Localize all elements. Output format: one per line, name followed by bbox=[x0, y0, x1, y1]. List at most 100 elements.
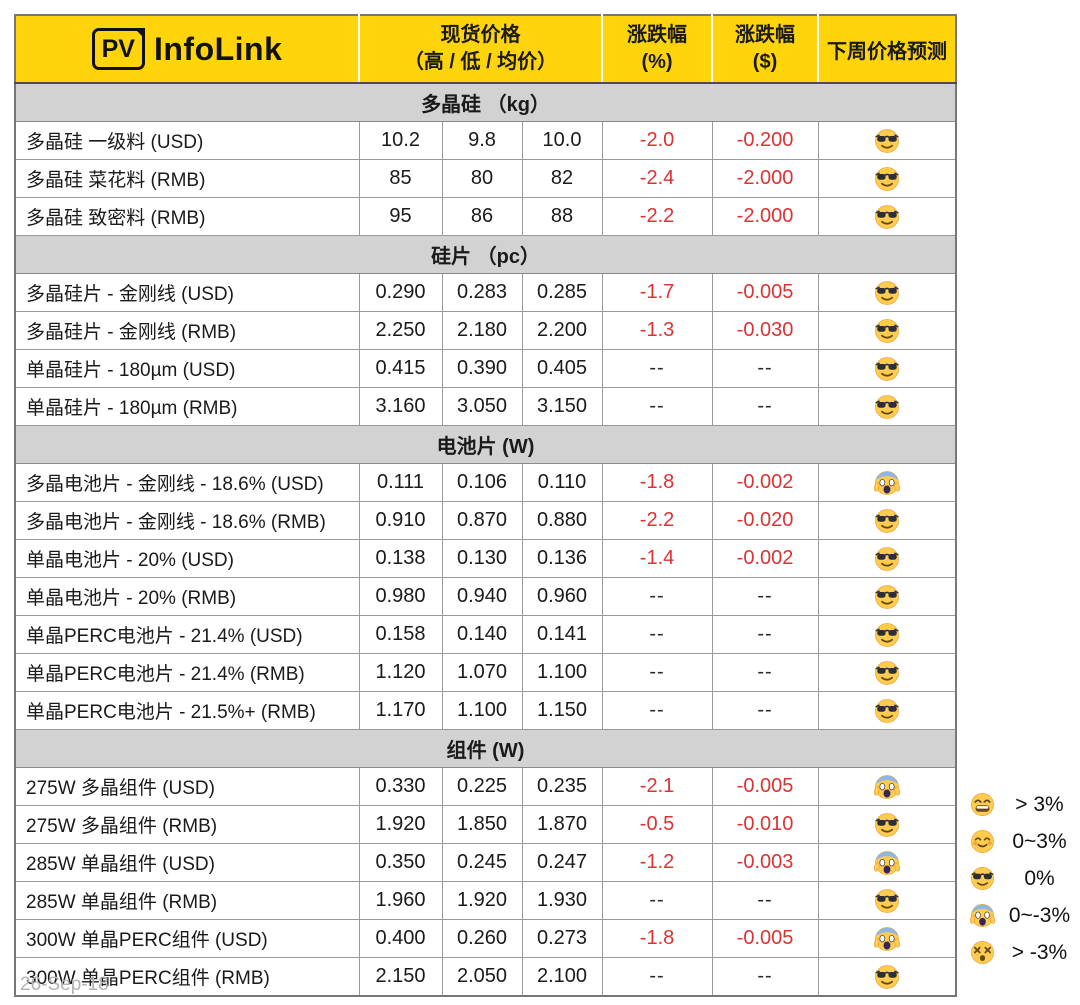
table-row: 275W 多晶组件 (RMB) 1.920 1.850 1.870 -0.5 -0.010 bbox=[14, 805, 957, 844]
price-table: PV InfoLink 现货价格 （高 / 低 / 均价） 涨跌幅 (%) bbox=[14, 14, 958, 997]
change-usd-cell: -- bbox=[711, 691, 819, 730]
price-high-cell: 0.415 bbox=[358, 349, 443, 388]
change-pct-cell: -1.7 bbox=[601, 273, 713, 312]
forecast-cell bbox=[817, 463, 957, 502]
change-pct-cell: -- bbox=[601, 881, 713, 920]
price-avg-cell: 0.405 bbox=[521, 349, 603, 388]
section-header-row-3: 组件 (W) bbox=[14, 729, 957, 768]
forecast-cell bbox=[817, 767, 957, 806]
product-name-cell: 285W 单晶组件 (RMB) bbox=[14, 881, 360, 920]
product-name-cell: 多晶硅 致密料 (RMB) bbox=[14, 197, 360, 236]
price-high-cell: 0.910 bbox=[358, 501, 443, 540]
sunglasses-emoji-icon bbox=[874, 812, 899, 837]
table-row: 300W 单晶PERC组件 (USD) 0.400 0.260 0.273 -1.8 -0… bbox=[14, 919, 957, 958]
table-row: 多晶硅 菜花料 (RMB) 85 80 82 -2.4 -2.000 bbox=[14, 159, 957, 198]
legend-item-3: 0~-3% bbox=[962, 897, 1078, 934]
price-high-cell: 0.980 bbox=[358, 577, 443, 616]
change-pct-cell: -1.2 bbox=[601, 843, 713, 882]
change-usd-cell: -0.005 bbox=[711, 767, 819, 806]
sunglasses-emoji-icon bbox=[874, 318, 899, 343]
change-pct-cell: -2.0 bbox=[601, 121, 713, 160]
forecast-cell bbox=[817, 881, 957, 920]
price-high-cell: 85 bbox=[358, 159, 443, 198]
forecast-cell bbox=[817, 121, 957, 160]
table-row: 275W 多晶组件 (USD) 0.330 0.225 0.235 -2.1 -0.005 bbox=[14, 767, 957, 806]
change-usd-cell: -- bbox=[711, 387, 819, 426]
forecast-cell bbox=[817, 919, 957, 958]
product-name-cell: 275W 多晶组件 (USD) bbox=[14, 767, 360, 806]
price-high-cell: 0.330 bbox=[358, 767, 443, 806]
scream-emoji-icon bbox=[873, 850, 900, 875]
price-avg-cell: 1.930 bbox=[521, 881, 603, 920]
legend-item-0: > 3% bbox=[962, 786, 1078, 823]
section-title: 多晶硅 （kg） bbox=[14, 82, 957, 122]
pv-infolink-logo: PV InfoLink bbox=[17, 28, 357, 70]
price-sheet: PV InfoLink 现货价格 （高 / 低 / 均价） 涨跌幅 (%) bbox=[14, 14, 958, 997]
change-pct-cell: -1.8 bbox=[601, 463, 713, 502]
legend-item-4: > -3% bbox=[962, 934, 1078, 971]
forecast-emoji-legend: > 3% 0~3% 0% 0~-3% > -3% bbox=[962, 786, 1078, 971]
forecast-cell bbox=[817, 387, 957, 426]
legend-item-1: 0~3% bbox=[962, 823, 1078, 860]
forecast-cell bbox=[817, 577, 957, 616]
price-avg-cell: 10.0 bbox=[521, 121, 603, 160]
price-low-cell: 0.940 bbox=[441, 577, 523, 616]
change-usd-cell: -0.200 bbox=[711, 121, 819, 160]
change-usd-cell: -- bbox=[711, 615, 819, 654]
change-usd-cell: -- bbox=[711, 577, 819, 616]
change-pct-cell: -- bbox=[601, 653, 713, 692]
dizzy-emoji-icon bbox=[971, 941, 994, 964]
change-pct-cell: -0.5 bbox=[601, 805, 713, 844]
sunglasses-emoji-icon bbox=[874, 622, 899, 647]
product-name-cell: 多晶电池片 - 金刚线 - 18.6% (USD) bbox=[14, 463, 360, 502]
price-high-cell: 1.120 bbox=[358, 653, 443, 692]
scream-emoji-icon bbox=[873, 774, 900, 799]
price-low-cell: 0.130 bbox=[441, 539, 523, 578]
price-avg-cell: 0.235 bbox=[521, 767, 603, 806]
price-avg-cell: 3.150 bbox=[521, 387, 603, 426]
price-table-body: PV InfoLink 现货价格 （高 / 低 / 均价） 涨跌幅 (%) bbox=[14, 14, 957, 997]
table-row: 300W 单晶PERC组件 (RMB) 2.150 2.050 2.100 -- -- bbox=[14, 957, 957, 997]
table-row: 多晶电池片 - 金刚线 - 18.6% (USD) 0.111 0.106 0.110… bbox=[14, 463, 957, 502]
change-pct-cell: -1.8 bbox=[601, 919, 713, 958]
change-pct-cell: -1.4 bbox=[601, 539, 713, 578]
price-avg-cell: 0.273 bbox=[521, 919, 603, 958]
change-usd-cell: -0.005 bbox=[711, 273, 819, 312]
product-name-cell: 单晶硅片 - 180µm (RMB) bbox=[14, 387, 360, 426]
change-pct-cell: -- bbox=[601, 615, 713, 654]
forecast-cell bbox=[817, 349, 957, 388]
change-usd-cell: -0.002 bbox=[711, 463, 819, 502]
price-low-cell: 0.870 bbox=[441, 501, 523, 540]
table-row: 单晶硅片 - 180µm (USD) 0.415 0.390 0.405 -- -- bbox=[14, 349, 957, 388]
price-high-cell: 1.170 bbox=[358, 691, 443, 730]
price-low-cell: 0.106 bbox=[441, 463, 523, 502]
forecast-cell bbox=[817, 197, 957, 236]
change-pct-cell: -- bbox=[601, 691, 713, 730]
sunglasses-emoji-icon bbox=[874, 204, 899, 229]
sunglasses-emoji-icon bbox=[874, 888, 899, 913]
price-low-cell: 0.245 bbox=[441, 843, 523, 882]
price-low-cell: 9.8 bbox=[441, 121, 523, 160]
change-pct-cell: -2.2 bbox=[601, 197, 713, 236]
price-avg-cell: 82 bbox=[521, 159, 603, 198]
sunglasses-emoji-icon bbox=[971, 867, 994, 890]
legend-label: 0~3% bbox=[1012, 829, 1067, 853]
logo-wordmark: InfoLink bbox=[153, 30, 283, 67]
price-high-cell: 2.150 bbox=[358, 957, 443, 997]
table-row: 单晶电池片 - 20% (RMB) 0.980 0.940 0.960 -- -- bbox=[14, 577, 957, 616]
logo-cell: PV InfoLink bbox=[14, 14, 360, 84]
section-title: 组件 (W) bbox=[14, 729, 957, 768]
product-name-cell: 单晶PERC电池片 - 21.4% (USD) bbox=[14, 615, 360, 654]
change-pct-cell: -2.1 bbox=[601, 767, 713, 806]
forecast-cell bbox=[817, 311, 957, 350]
change-pct-cell: -- bbox=[601, 577, 713, 616]
forecast-cell bbox=[817, 957, 957, 997]
change-pct-cell: -2.2 bbox=[601, 501, 713, 540]
price-high-cell: 3.160 bbox=[358, 387, 443, 426]
price-avg-cell: 0.880 bbox=[521, 501, 603, 540]
price-avg-cell: 0.110 bbox=[521, 463, 603, 502]
price-low-cell: 1.850 bbox=[441, 805, 523, 844]
sunglasses-emoji-icon bbox=[874, 546, 899, 571]
sunglasses-emoji-icon bbox=[874, 584, 899, 609]
product-name-cell: 多晶硅 一级料 (USD) bbox=[14, 121, 360, 160]
